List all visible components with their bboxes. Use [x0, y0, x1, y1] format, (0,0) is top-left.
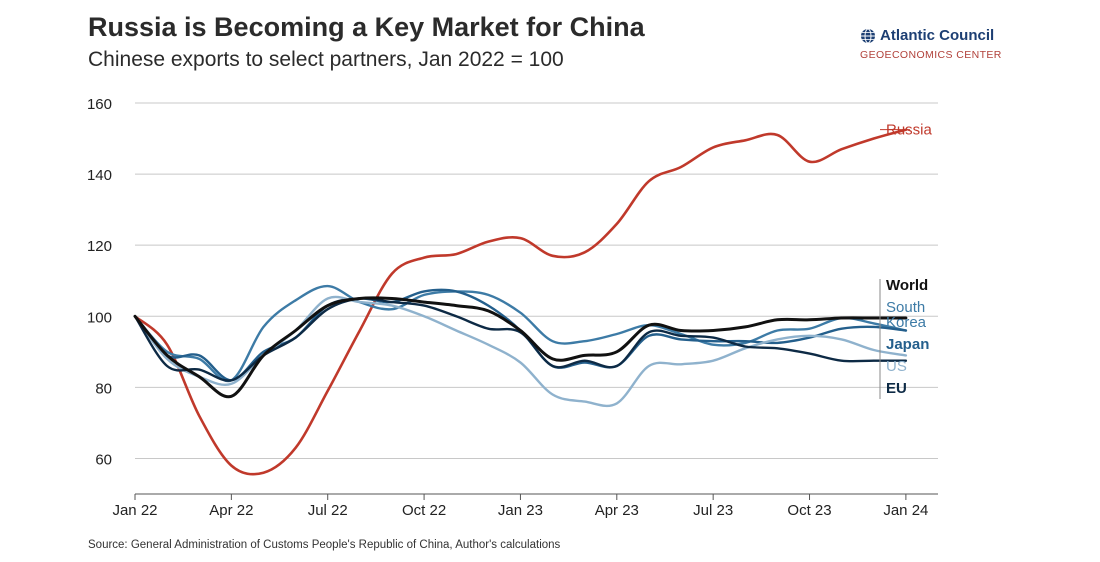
y-tick-label: 100 [87, 309, 112, 326]
series-line-south-korea [133, 284, 908, 383]
source-note: Source: General Administration of Custom… [88, 539, 561, 551]
series-line-russia [133, 128, 908, 476]
globe-icon [861, 28, 875, 43]
x-tick-label: Jul 23 [693, 502, 733, 519]
x-tick-label: Oct 23 [787, 502, 831, 519]
brand-name: Atlantic Council [880, 27, 995, 44]
x-tick-label: Jan 22 [112, 502, 157, 519]
end-label-japan: Japan [886, 336, 929, 353]
line-chart: 60 80 100 120 140 160 Jan 22 Apr 22 Jul 22 Oct 22… [87, 96, 938, 519]
y-tick-label: 80 [95, 380, 112, 397]
end-label-world: World [886, 277, 928, 294]
y-tick-label: 60 [95, 451, 112, 468]
series-line-world [133, 296, 908, 399]
end-label-south-korea: South [886, 299, 925, 316]
brand-division: GEOECONOMICS CENTER [860, 49, 1002, 61]
end-label-south-korea: Korea [886, 314, 927, 331]
x-tick-label: Apr 22 [209, 502, 253, 519]
end-label-russia: Russia [886, 122, 933, 139]
y-tick-label: 140 [87, 167, 112, 184]
chart-title: Russia is Becoming a Key Market for Chin… [88, 12, 645, 42]
x-tick-label: Jan 24 [883, 502, 928, 519]
y-tick-label: 120 [87, 238, 112, 255]
end-label-eu: EU [886, 380, 907, 397]
chart-subtitle: Chinese exports to select partners, Jan … [88, 48, 564, 71]
x-tick-label: Jul 22 [308, 502, 348, 519]
x-tick-label: Apr 23 [595, 502, 639, 519]
x-tick-label: Jan 23 [498, 502, 543, 519]
x-tick-label: Oct 22 [402, 502, 446, 519]
brand-logo: Atlantic Council GEOECONOMICS CENTER [860, 27, 1002, 61]
y-tick-label: 160 [87, 96, 112, 113]
end-label-us: US [886, 358, 907, 375]
